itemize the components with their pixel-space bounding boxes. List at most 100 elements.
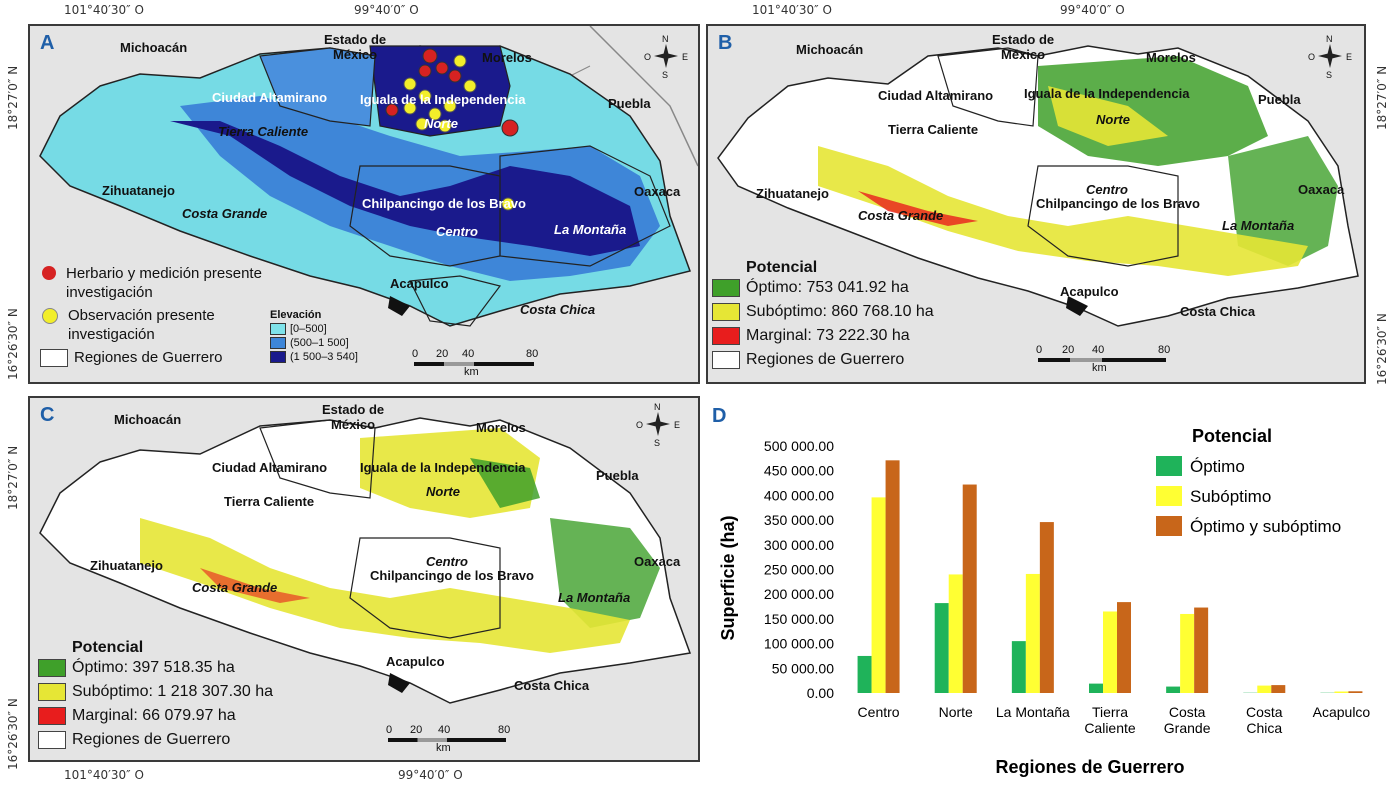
latitude-label-top-a: 18°27′0″ N: [6, 65, 20, 130]
latitude-label-top-b: 18°27′0″ N: [1375, 65, 1389, 130]
region-la-montana: La Montaña: [554, 222, 627, 237]
x-tick-label: Chica: [1246, 720, 1282, 736]
region-costa-chica: Costa Chica: [520, 302, 596, 317]
potential-map-future: [30, 398, 698, 760]
region-norte-c: Norte: [426, 484, 460, 499]
bar: [1025, 573, 1040, 693]
panel-c-label: C: [40, 404, 55, 426]
region-centro-b: Centro: [1086, 182, 1128, 197]
region-norte: Norte: [424, 116, 458, 131]
chart-legend: Potencial Óptimo Subóptimo Óptimo y subópti…: [1156, 426, 1341, 536]
y-axis-title: Superficie (ha): [718, 515, 738, 640]
elevation-map: [30, 26, 698, 382]
region-la-montana-b: La Montaña: [1222, 218, 1295, 233]
state-morelos: Morelos: [482, 50, 532, 65]
latitude-label-top-c: 18°27′0″ N: [6, 445, 20, 510]
longitude-label-right-top: 99°40′0″ O: [354, 3, 419, 17]
x-tick-label: Acapulco: [1313, 704, 1371, 720]
legend-entry: Óptimo y subóptimo: [1190, 517, 1341, 536]
y-tick-label: 450 000.00: [764, 463, 834, 479]
state-oaxaca: Oaxaca: [634, 184, 681, 199]
region-chilpancingo: Chilpancingo de los Bravo: [362, 196, 526, 211]
bar: [1257, 685, 1272, 693]
legend-b-marginal: Marginal: 73 222.30 ha: [746, 327, 910, 344]
herbario-points: [385, 48, 519, 137]
region-acapulco-b: Acapulco: [1060, 284, 1119, 299]
region-costa-grande-b: Costa Grande: [858, 208, 944, 223]
state-estado-de-mexico-c: Estado de México: [322, 402, 385, 432]
scale-bar-c: 0 20 40 80 km: [386, 724, 511, 754]
bar: [1334, 691, 1349, 693]
region-costa-grande-c: Costa Grande: [192, 580, 278, 595]
regiones-swatch: [40, 349, 68, 368]
region-iguala: Iguala de la Independencia: [360, 92, 526, 107]
latitude-label-bottom-a: 16°26′30″ N: [6, 308, 20, 380]
map-panel-a: A Michoacán Estado de México Morelos Pueb…: [28, 24, 700, 384]
region-zihuatanejo: Zihuatanejo: [102, 183, 175, 198]
region-centro-c: Centro: [426, 554, 468, 569]
state-morelos-c: Morelos: [476, 420, 526, 435]
state-estado-de-mexico-b: Estado de México: [992, 32, 1055, 62]
x-axis-title: Regiones de Guerrero: [995, 757, 1184, 777]
legend-b-title: Potencial: [746, 259, 818, 276]
state-estado-de-mexico: Estado de México: [324, 32, 387, 62]
legend-c-marginal: Marginal: 66 079.97 ha: [72, 707, 236, 724]
x-tick-label: Norte: [939, 704, 973, 720]
region-ciudad-altamirano-c: Ciudad Altamirano: [212, 460, 328, 475]
bar: [885, 460, 900, 693]
region-chilpancingo-b: Chilpancingo de los Bravo: [1036, 196, 1200, 211]
legend-c-title: Potencial: [72, 639, 144, 656]
state-morelos-b: Morelos: [1146, 50, 1196, 65]
x-tick-label: Tierra: [1092, 704, 1128, 720]
elevation-class-1: [0–500]: [290, 323, 327, 335]
elevation-legend: Elevación [0–500] (500–1 500] (1 500–3 5…: [270, 308, 358, 364]
x-tick-label: Costa: [1169, 704, 1206, 720]
observacion-points: [403, 54, 515, 211]
region-centro: Centro: [436, 224, 478, 239]
panel-a-label: A: [40, 32, 55, 54]
region-iguala-b: Iguala de la Independencia: [1024, 86, 1190, 101]
y-tick-label: 150 000.00: [764, 611, 834, 627]
scale-bar-a: 0 20 40 80 km: [412, 348, 539, 378]
region-zihuatanejo-b: Zihuatanejo: [756, 186, 829, 201]
potential-map-present: [708, 26, 1364, 382]
bar: [871, 497, 886, 693]
bar: [1089, 683, 1103, 693]
latitude-label-bottom-c: 16°26′30″ N: [6, 698, 20, 770]
x-tick-label: La Montaña: [996, 704, 1070, 720]
observacion-swatch: [42, 308, 58, 324]
map-panel-b: B Michoacán Estado de México Morelos Pueb…: [706, 24, 1366, 384]
legend-c-optimo: Óptimo: 397 518.35 ha: [72, 659, 235, 676]
elevation-class-3: (1 500–3 540]: [290, 351, 358, 363]
elevation-title: Elevación: [270, 309, 322, 321]
longitude-label-right-top-b: 99°40′0″ O: [1060, 3, 1125, 17]
bar: [934, 603, 949, 693]
y-tick-label: 50 000.00: [772, 660, 834, 676]
legend-c-regiones: Regiones de Guerrero: [72, 731, 231, 748]
region-tierra-caliente: Tierra Caliente: [218, 124, 309, 139]
panel-b-label: B: [718, 32, 733, 54]
map-panel-c: C Michoacán Estado de México Morelos Pueb…: [28, 396, 700, 762]
x-tick-label: Caliente: [1084, 720, 1136, 736]
panel-d-label: D: [712, 405, 727, 427]
bar: [948, 574, 963, 693]
herbario-swatch: [42, 266, 56, 280]
scale-bar-b: 0 20 40 80 km: [1036, 344, 1171, 374]
region-iguala-c: Iguala de la Independencia: [360, 460, 526, 475]
compass-rose-icon: N S E O: [644, 34, 689, 80]
bar: [1039, 522, 1054, 693]
longitude-label-right-bottom: 99°40′0″ O: [398, 768, 463, 782]
legend-swatch: [1156, 456, 1182, 476]
legend-observacion: Observación presente investigación: [68, 307, 215, 343]
bar: [1103, 611, 1117, 693]
bar: [857, 655, 872, 693]
region-norte-b: Norte: [1096, 112, 1130, 127]
state-michoacan-c: Michoacán: [114, 412, 182, 427]
legend-b-regiones: Regiones de Guerrero: [746, 351, 905, 368]
region-ciudad-altamirano: Ciudad Altamirano: [212, 90, 328, 105]
region-costa-grande: Costa Grande: [182, 206, 268, 221]
y-tick-label: 350 000.00: [764, 512, 834, 528]
legend-c-suboptimo: Subóptimo: 1 218 307.30 ha: [72, 683, 274, 700]
panel-c-legend: Potencial Óptimo: 397 518.35 ha Subóptim…: [38, 638, 273, 754]
region-costa-chica-c: Costa Chica: [514, 678, 590, 693]
